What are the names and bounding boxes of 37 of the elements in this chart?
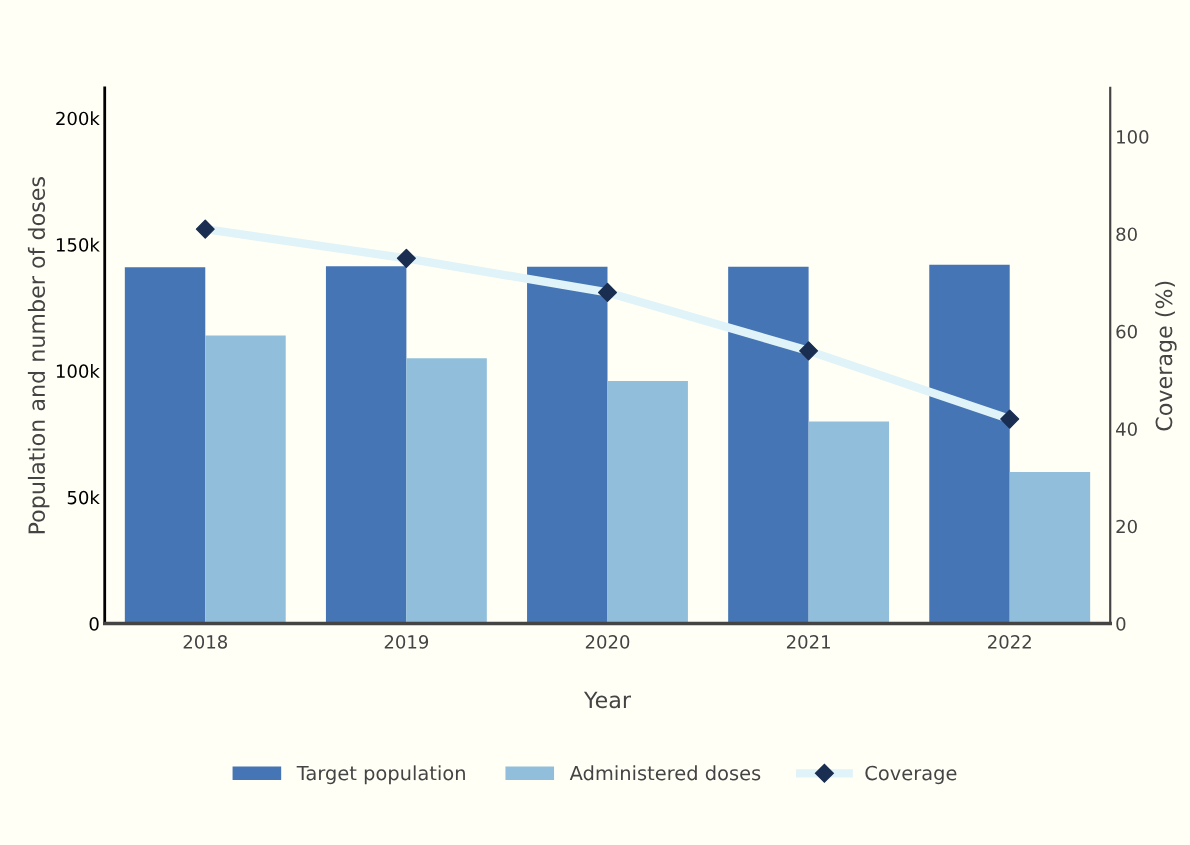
point <box>195 219 215 239</box>
bar <box>205 335 286 624</box>
y2-tick-label: 60 <box>1116 324 1137 339</box>
y-tick-label: 200k <box>56 111 100 126</box>
y-tick-label: 150k <box>56 237 100 252</box>
legend-label: Coverage <box>865 765 957 785</box>
y2-tick-label: 40 <box>1116 422 1137 436</box>
point <box>1000 409 1020 429</box>
bar <box>929 264 1010 624</box>
x-tick-label: 2021 <box>786 635 830 649</box>
y2-tick-label: 0 <box>1116 617 1126 631</box>
point <box>597 282 618 302</box>
y-axis-title: Population and number of doses <box>27 177 50 534</box>
legend-label: Target population <box>296 765 465 785</box>
x-axis-title: Year <box>583 691 632 709</box>
x-tick-label: 2022 <box>988 635 1031 649</box>
point <box>799 341 819 361</box>
bar <box>124 267 206 624</box>
y-tick-label: 0 <box>89 617 99 631</box>
bar <box>607 381 688 624</box>
y2-axis-title: Coverage (%) <box>1155 281 1177 431</box>
bar <box>406 358 487 624</box>
x-tick-label: 2020 <box>585 635 630 649</box>
y2-tick-label: 100 <box>1117 130 1149 144</box>
bar <box>1009 471 1091 624</box>
y-tick-label: 50k <box>67 490 100 505</box>
bar <box>527 266 608 624</box>
x-tick-label: 2019 <box>384 635 429 649</box>
y2-tick-label: 80 <box>1116 227 1137 242</box>
bar <box>325 266 407 624</box>
legend-label: Administered doses <box>569 765 761 781</box>
bar <box>728 266 809 624</box>
y-tick-label: 100k <box>56 364 100 379</box>
point <box>396 248 416 268</box>
bar <box>808 421 890 624</box>
y2-tick-label: 20 <box>1116 519 1137 534</box>
x-tick-label: 2018 <box>183 635 228 649</box>
